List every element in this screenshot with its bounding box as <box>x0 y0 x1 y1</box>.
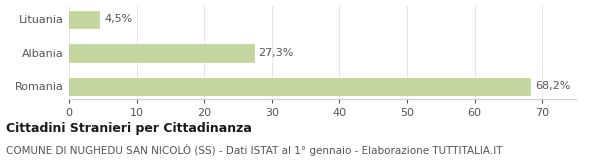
Text: 4,5%: 4,5% <box>104 14 133 24</box>
Bar <box>69 44 254 61</box>
Text: 27,3%: 27,3% <box>258 48 293 58</box>
Bar <box>69 11 100 28</box>
Text: COMUNE DI NUGHEDU SAN NICOLÒ (SS) - Dati ISTAT al 1° gennaio - Elaborazione TUTT: COMUNE DI NUGHEDU SAN NICOLÒ (SS) - Dati… <box>6 144 503 156</box>
Bar <box>69 78 530 95</box>
Text: Cittadini Stranieri per Cittadinanza: Cittadini Stranieri per Cittadinanza <box>6 122 252 135</box>
Text: 68,2%: 68,2% <box>535 81 570 91</box>
